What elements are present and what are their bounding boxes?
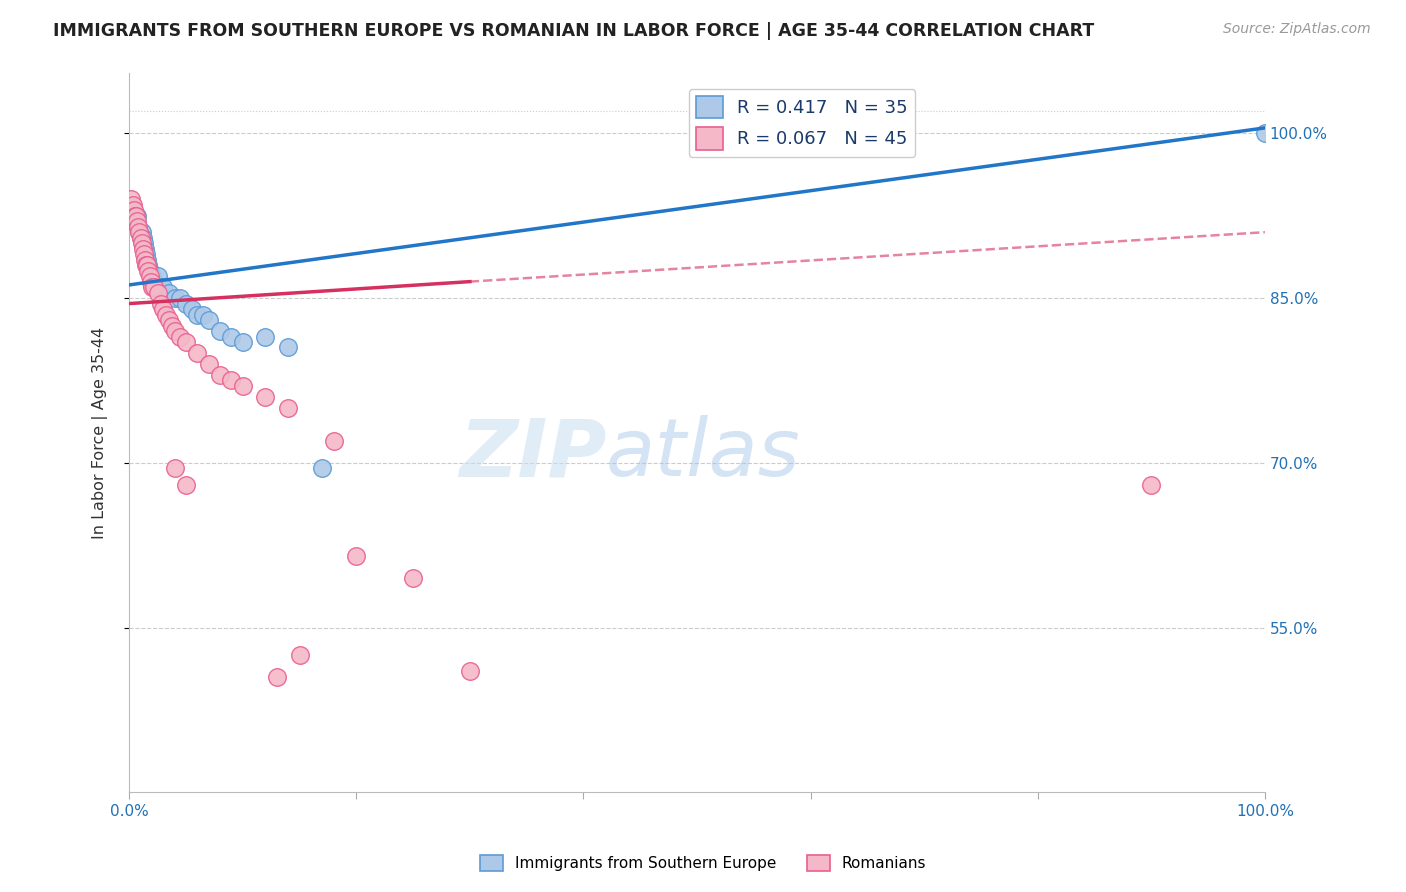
Point bbox=[134, 252, 156, 267]
Text: ZIP: ZIP bbox=[458, 415, 606, 493]
Point bbox=[124, 214, 146, 228]
Point bbox=[121, 198, 143, 212]
Point bbox=[135, 258, 157, 272]
Point bbox=[149, 296, 172, 310]
Point bbox=[186, 346, 208, 360]
Point bbox=[125, 214, 148, 228]
Point bbox=[138, 263, 160, 277]
Point bbox=[136, 258, 159, 272]
Point bbox=[131, 236, 153, 251]
Point bbox=[132, 230, 155, 244]
Point bbox=[277, 401, 299, 415]
Point bbox=[157, 285, 180, 300]
Point bbox=[197, 313, 219, 327]
Point bbox=[174, 477, 197, 491]
Point bbox=[127, 219, 149, 234]
Text: atlas: atlas bbox=[606, 415, 801, 493]
Point bbox=[266, 670, 288, 684]
Point bbox=[141, 269, 163, 284]
Point bbox=[174, 296, 197, 310]
Point bbox=[132, 242, 155, 256]
Point bbox=[311, 461, 333, 475]
Point bbox=[128, 225, 150, 239]
Point bbox=[458, 665, 481, 679]
Point bbox=[136, 252, 159, 267]
Point bbox=[152, 301, 174, 316]
Point bbox=[121, 203, 143, 218]
Point bbox=[1254, 127, 1277, 141]
Point bbox=[197, 357, 219, 371]
Point bbox=[174, 334, 197, 349]
Point bbox=[120, 192, 142, 206]
Point bbox=[125, 209, 148, 223]
Point bbox=[143, 280, 166, 294]
Point bbox=[232, 334, 254, 349]
Point bbox=[138, 258, 160, 272]
Point bbox=[344, 549, 367, 563]
Point bbox=[138, 269, 160, 284]
Point bbox=[322, 434, 344, 448]
Point bbox=[163, 461, 186, 475]
Point bbox=[163, 291, 186, 305]
Point bbox=[254, 390, 277, 404]
Point bbox=[191, 308, 214, 322]
Point bbox=[146, 269, 169, 284]
Point bbox=[208, 368, 231, 382]
Point bbox=[129, 230, 152, 244]
Point bbox=[129, 230, 152, 244]
Point bbox=[169, 329, 191, 343]
Point bbox=[155, 308, 177, 322]
Point bbox=[152, 280, 174, 294]
Text: Source: ZipAtlas.com: Source: ZipAtlas.com bbox=[1223, 22, 1371, 37]
Point bbox=[146, 285, 169, 300]
Point bbox=[124, 209, 146, 223]
Point bbox=[134, 242, 156, 256]
Point bbox=[163, 324, 186, 338]
Point bbox=[277, 341, 299, 355]
Point bbox=[122, 203, 145, 218]
Legend: Immigrants from Southern Europe, Romanians: Immigrants from Southern Europe, Romania… bbox=[474, 849, 932, 877]
Point bbox=[180, 301, 202, 316]
Point bbox=[132, 247, 155, 261]
Point bbox=[186, 308, 208, 322]
Legend: R = 0.417   N = 35, R = 0.067   N = 45: R = 0.417 N = 35, R = 0.067 N = 45 bbox=[689, 89, 915, 157]
Point bbox=[149, 280, 172, 294]
Text: IMMIGRANTS FROM SOUTHERN EUROPE VS ROMANIAN IN LABOR FORCE | AGE 35-44 CORRELATI: IMMIGRANTS FROM SOUTHERN EUROPE VS ROMAN… bbox=[53, 22, 1095, 40]
Point bbox=[254, 329, 277, 343]
Point bbox=[131, 225, 153, 239]
Point bbox=[139, 275, 162, 289]
Point bbox=[135, 247, 157, 261]
Point bbox=[162, 318, 184, 333]
Point bbox=[132, 236, 155, 251]
Point bbox=[141, 280, 163, 294]
Point bbox=[127, 219, 149, 234]
Point bbox=[143, 275, 166, 289]
Point bbox=[208, 324, 231, 338]
Point bbox=[221, 374, 243, 388]
Point bbox=[221, 329, 243, 343]
Point bbox=[157, 313, 180, 327]
Point bbox=[1140, 477, 1163, 491]
Point bbox=[128, 225, 150, 239]
Point bbox=[402, 571, 425, 585]
Point bbox=[138, 263, 160, 277]
Y-axis label: In Labor Force | Age 35-44: In Labor Force | Age 35-44 bbox=[93, 326, 108, 539]
Point bbox=[127, 214, 149, 228]
Point bbox=[169, 291, 191, 305]
Point bbox=[288, 648, 311, 662]
Point bbox=[232, 379, 254, 393]
Point bbox=[127, 209, 149, 223]
